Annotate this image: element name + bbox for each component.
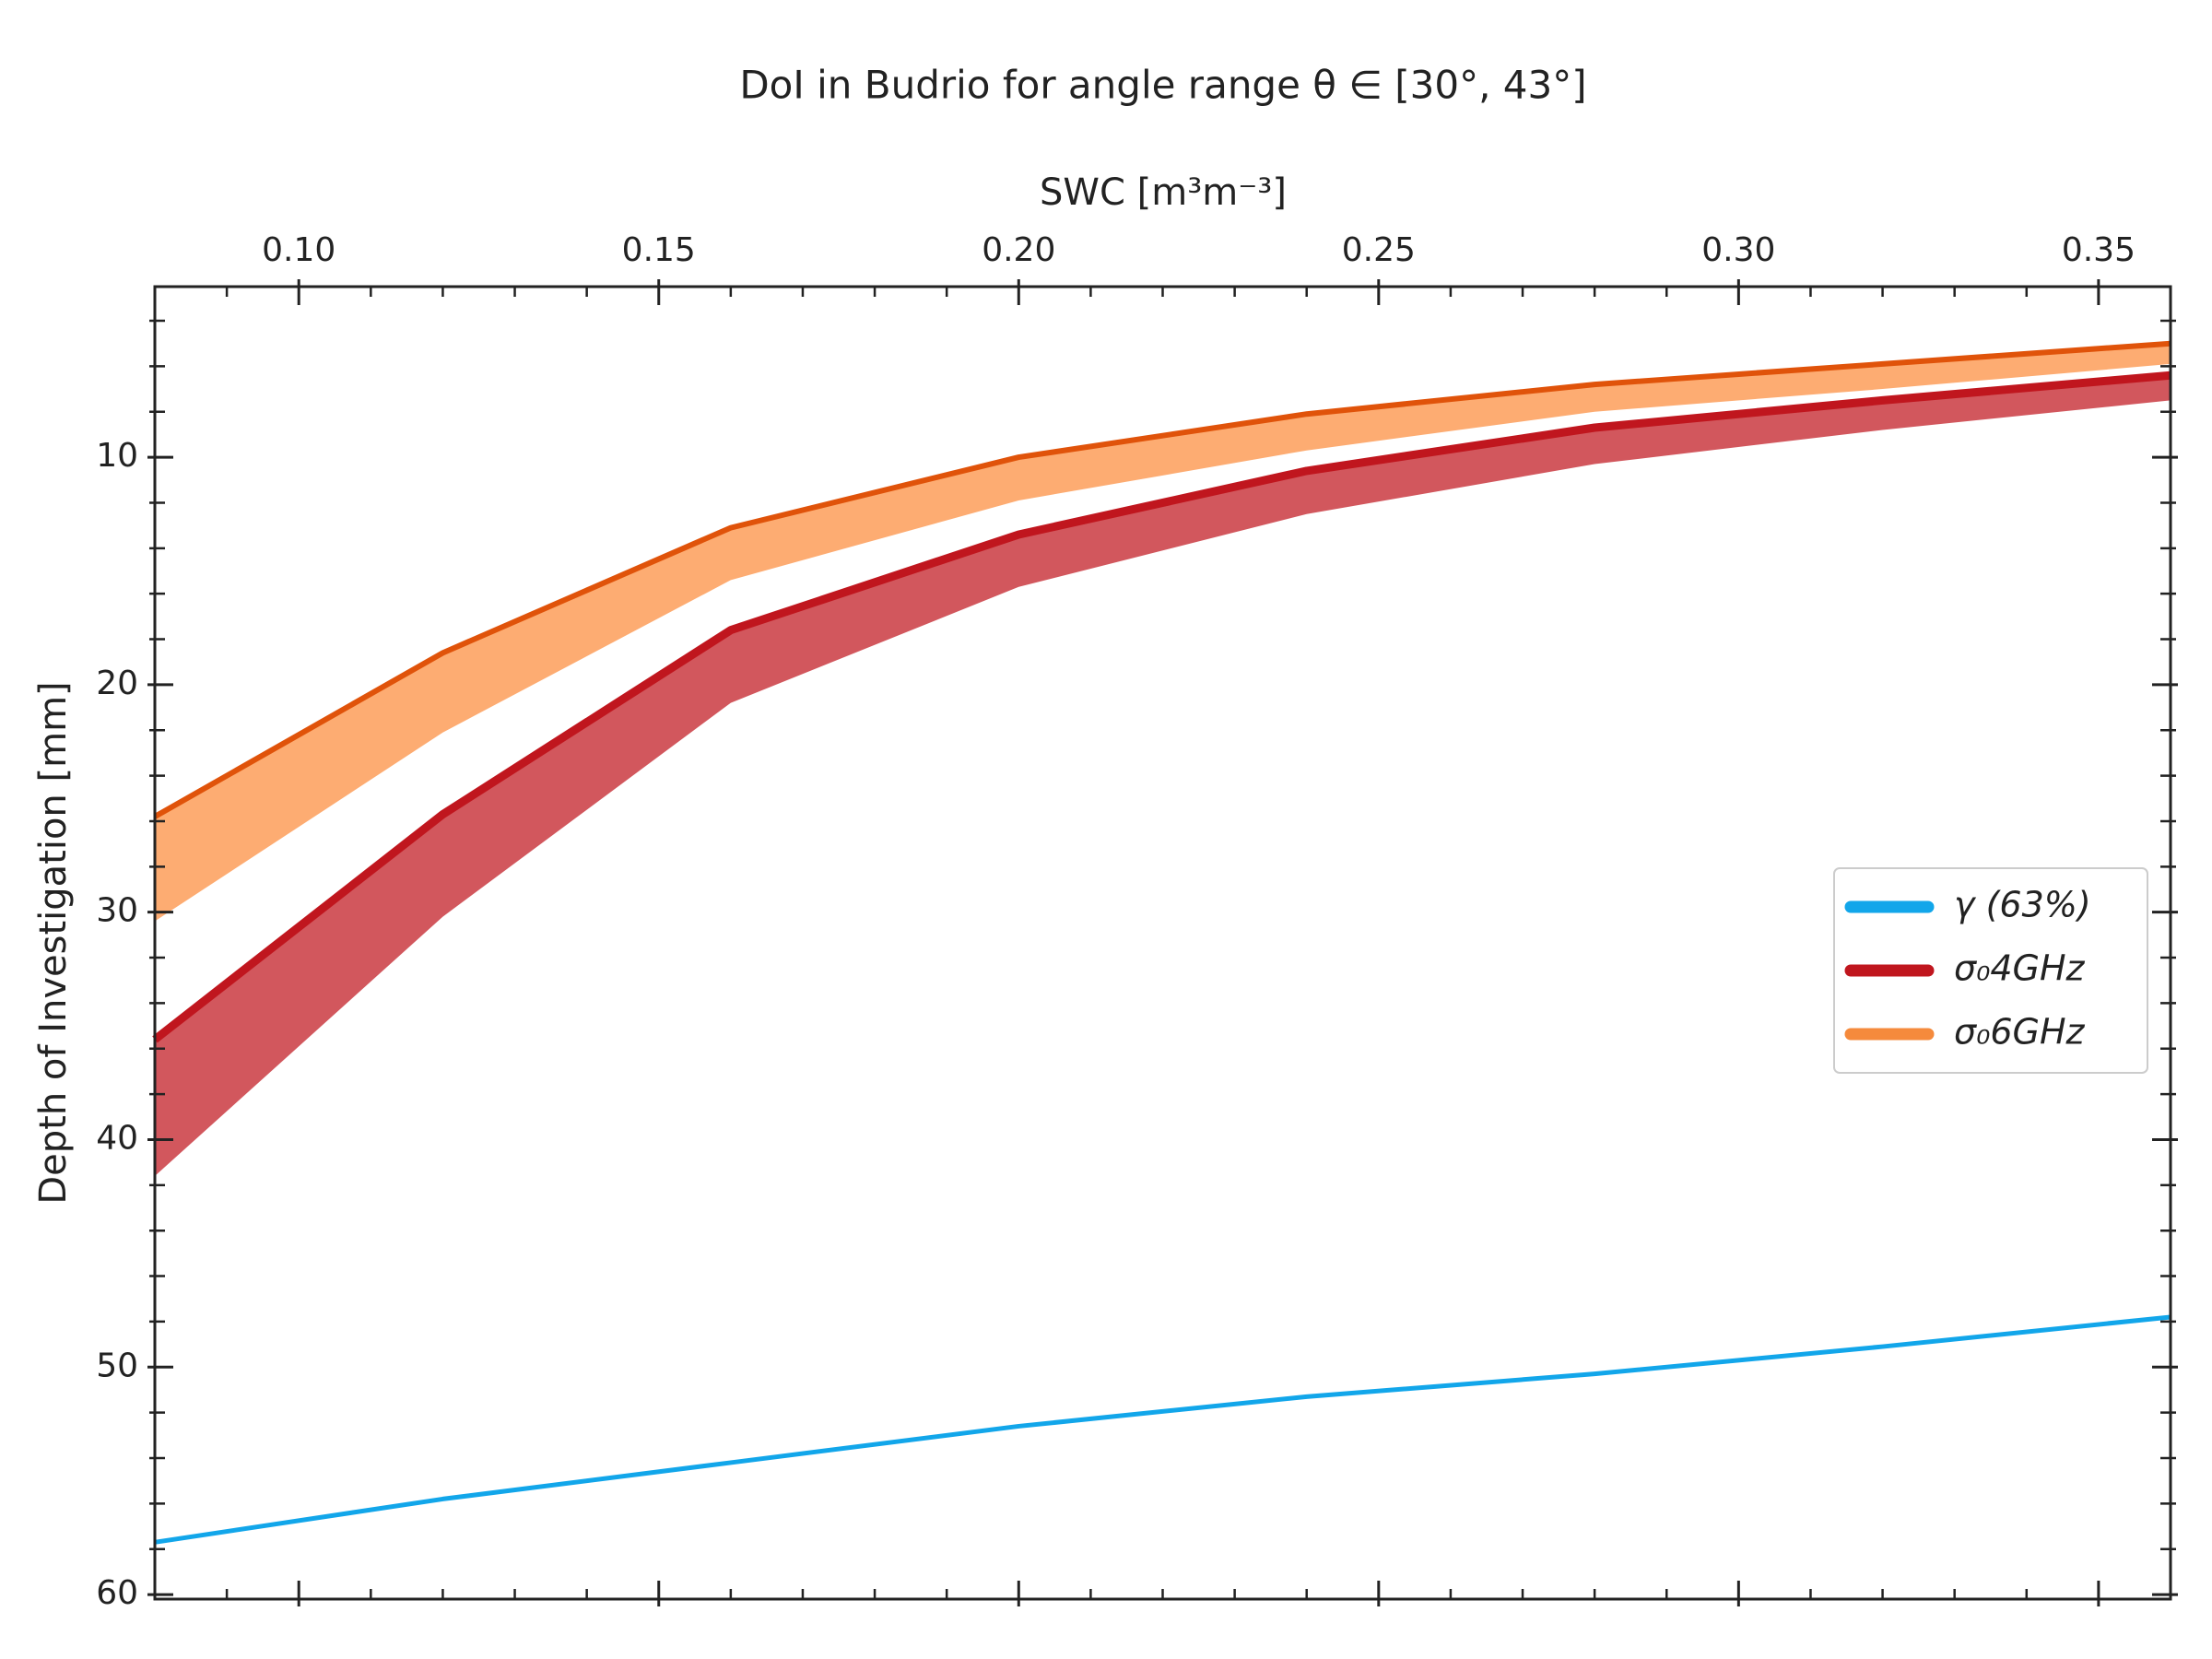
- x-axis-label: SWC [m³m⁻³]: [1040, 171, 1287, 214]
- chart-title: DoI in Budrio for angle range θ ∈ [30°, …: [739, 63, 1586, 108]
- y-axis-label: Depth of Investigation [mm]: [32, 681, 75, 1204]
- x-tick-label: 0.10: [262, 231, 335, 269]
- y-tick-label: 40: [96, 1119, 138, 1157]
- legend: γ (63%) σ₀4GHz σ₀6GHz: [1833, 867, 2148, 1074]
- x-tick-label: 0.30: [1701, 231, 1775, 269]
- band: [155, 375, 2171, 1176]
- band: [155, 343, 2171, 922]
- y-tick-label: 20: [96, 665, 138, 702]
- series-line: [153, 340, 2171, 819]
- x-tick-label: 0.15: [622, 231, 696, 269]
- legend-label: σ₀4GHz: [1954, 948, 2086, 989]
- x-tick-label: 0.20: [982, 231, 1055, 269]
- y-tick-label: 10: [96, 437, 138, 475]
- x-tick-label: 0.35: [2062, 231, 2136, 269]
- series-line: [152, 371, 2171, 1043]
- legend-label: σ₀6GHz: [1954, 1012, 2086, 1053]
- series-line: [154, 1314, 2171, 1545]
- y-tick-label: 30: [96, 892, 138, 930]
- legend-label: γ (63%): [1954, 885, 2091, 925]
- legend-box: [1833, 867, 2148, 1074]
- y-tick-label: 60: [96, 1574, 138, 1612]
- y-tick-label: 50: [96, 1347, 138, 1384]
- plot-area: [152, 340, 2171, 1545]
- x-tick-label: 0.25: [1342, 231, 1416, 269]
